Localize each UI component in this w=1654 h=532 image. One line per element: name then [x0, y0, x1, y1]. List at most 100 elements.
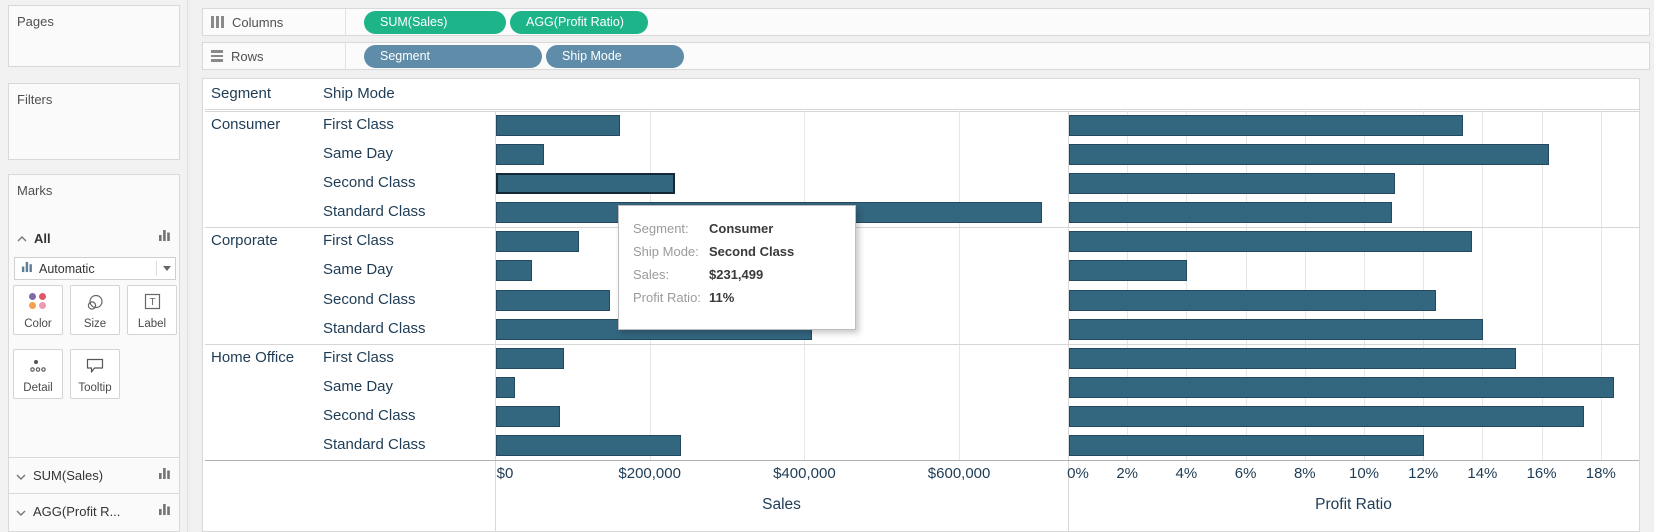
sales-gridline	[959, 111, 961, 460]
sales-axis-tick: $400,000	[773, 465, 836, 482]
tooltip-field-value: Consumer	[709, 221, 774, 236]
profit-axis-tick: 14%	[1467, 465, 1498, 482]
ship-mode-row-header[interactable]: First Class	[323, 348, 394, 366]
profit-ratio-bar-mark[interactable]	[1069, 202, 1392, 224]
sales-bar-mark[interactable]	[496, 347, 564, 369]
profit-ratio-bar-mark[interactable]	[1069, 376, 1614, 398]
segment-field-label[interactable]: Segment	[211, 85, 272, 102]
ship-mode-row-header[interactable]: Standard Class	[323, 319, 426, 337]
profit-ratio-bar-mark[interactable]	[1069, 434, 1424, 456]
ship-mode-row-header[interactable]: Standard Class	[323, 435, 426, 453]
measure-pill[interactable]: AGG(Profit Ratio)	[510, 10, 648, 34]
sales-bar-mark[interactable]	[496, 289, 610, 311]
tooltip-field-value: 11%	[709, 290, 735, 305]
rows-shelf-label: Rows	[231, 48, 264, 64]
ship-mode-row-header[interactable]: Same Day	[323, 145, 394, 163]
measure-card-sum-sales[interactable]: SUM(Sales)	[9, 457, 179, 493]
measure-pill[interactable]: SUM(Sales)	[364, 10, 506, 34]
tooltip-icon	[71, 357, 119, 374]
sales-bar-mark[interactable]	[496, 144, 544, 166]
mark-tooltip: Segment: Consumer Ship Mode: Second Class Sa…	[618, 205, 856, 330]
segment-row-header[interactable]: Consumer	[211, 116, 281, 133]
pane-top-border	[205, 111, 1639, 112]
worksheet-view: Segment Ship Mode $0 $200,000 $400,000 $600…	[202, 78, 1640, 532]
ship-mode-row-header[interactable]: First Class	[323, 116, 394, 133]
profit-ratio-bar-mark[interactable]	[1069, 347, 1516, 369]
sales-bar-mark[interactable]	[496, 405, 560, 427]
profit-ratio-bar-mark[interactable]	[1069, 115, 1463, 136]
measure-card-label: AGG(Profit R...	[33, 504, 121, 519]
dimension-pill[interactable]: Segment	[364, 44, 542, 68]
columns-shelf[interactable]: Columns SUM(Sales) AGG(Profit Ratio)	[202, 8, 1650, 36]
segment-separator	[205, 227, 1639, 229]
ship-mode-row-header[interactable]: Second Class	[323, 406, 416, 424]
sales-bar-mark[interactable]	[496, 376, 515, 398]
ship-mode-row-header[interactable]: Second Class	[323, 290, 416, 308]
profit-axis-tick: 6%	[1234, 465, 1257, 482]
bar-chart-icon	[158, 503, 171, 521]
profit-ratio-bar-mark[interactable]	[1069, 289, 1436, 311]
profit-axis-tick: 8%	[1293, 465, 1316, 482]
tooltip-field-value: $231,499	[709, 267, 764, 282]
rows-shelf[interactable]: Rows Segment Ship Mode	[202, 42, 1650, 70]
profit-ratio-bar-mark[interactable]	[1069, 260, 1187, 282]
filters-shelf[interactable]: Filters	[8, 83, 180, 160]
ship-mode-row-header[interactable]: First Class	[323, 232, 394, 250]
bar-chart-icon	[158, 229, 171, 247]
tooltip-field-label: Sales:	[633, 267, 670, 282]
label-icon: T	[128, 293, 176, 310]
marks-all-label: All	[34, 230, 51, 246]
ship-mode-row-header[interactable]: Same Day	[323, 377, 394, 395]
pages-title: Pages	[17, 14, 54, 29]
label-button[interactable]: T Label	[127, 285, 177, 335]
chevron-down-icon	[16, 503, 26, 521]
profit-ratio-bar-mark[interactable]	[1069, 405, 1584, 427]
rows-icon	[211, 50, 223, 62]
profit-ratio-bar-mark[interactable]	[1069, 144, 1549, 166]
chevron-up-icon	[17, 229, 27, 247]
ship-mode-row-header[interactable]: Second Class	[323, 174, 416, 192]
chevron-down-icon	[163, 266, 171, 271]
size-button[interactable]: Size	[70, 285, 120, 335]
tooltip-field-label: Segment:	[633, 221, 689, 236]
profit-ratio-bar-mark[interactable]	[1069, 173, 1395, 195]
ship-mode-field-label[interactable]: Ship Mode	[323, 85, 395, 102]
tooltip-field-value: Second Class	[709, 244, 795, 259]
columns-icon	[211, 16, 224, 28]
profit-axis-tick: 2%	[1116, 465, 1139, 482]
sales-bar-mark[interactable]	[496, 231, 579, 253]
sales-bar-mark[interactable]	[496, 115, 620, 136]
ship-mode-row-header[interactable]: Standard Class	[323, 203, 426, 221]
columns-shelf-label: Columns	[232, 14, 284, 30]
mark-type-dropdown[interactable]: Automatic	[14, 257, 176, 280]
measure-card-agg-profit-ratio[interactable]: AGG(Profit R...	[9, 493, 179, 529]
profit-ratio-bar-mark[interactable]	[1069, 318, 1483, 340]
sales-bar-mark[interactable]	[496, 434, 681, 456]
profit-gridline	[1127, 111, 1129, 460]
profit-gridline	[1600, 111, 1602, 460]
chevron-down-icon	[16, 467, 26, 485]
profit-ratio-bar-mark[interactable]	[1069, 231, 1472, 253]
profit-axis-tick: 4%	[1175, 465, 1198, 482]
marks-all-row[interactable]: All	[17, 227, 171, 249]
sales-bar-mark[interactable]	[496, 260, 532, 282]
color-button[interactable]: Color	[13, 285, 63, 335]
pane-divider	[495, 111, 496, 532]
ship-mode-row-header[interactable]: Same Day	[323, 261, 394, 279]
marks-card: Marks All Automatic	[8, 174, 180, 532]
axis-line	[205, 460, 1639, 461]
pages-shelf[interactable]: Pages	[8, 5, 180, 67]
sales-axis-tick: $0	[496, 465, 514, 482]
tooltip-button[interactable]: Tooltip	[70, 349, 120, 399]
segment-row-header[interactable]: Corporate	[211, 232, 278, 250]
tooltip-field-label: Ship Mode:	[633, 244, 699, 259]
segment-row-header[interactable]: Home Office	[211, 348, 295, 366]
profit-axis-tick: 18%	[1585, 465, 1616, 482]
bar-chart-icon	[21, 260, 33, 278]
dimension-pill[interactable]: Ship Mode	[546, 44, 684, 68]
detail-button[interactable]: Detail	[13, 349, 63, 399]
profit-axis-tick: 10%	[1348, 465, 1380, 482]
sales-bar-mark[interactable]	[496, 173, 675, 195]
detail-icon	[14, 357, 62, 375]
